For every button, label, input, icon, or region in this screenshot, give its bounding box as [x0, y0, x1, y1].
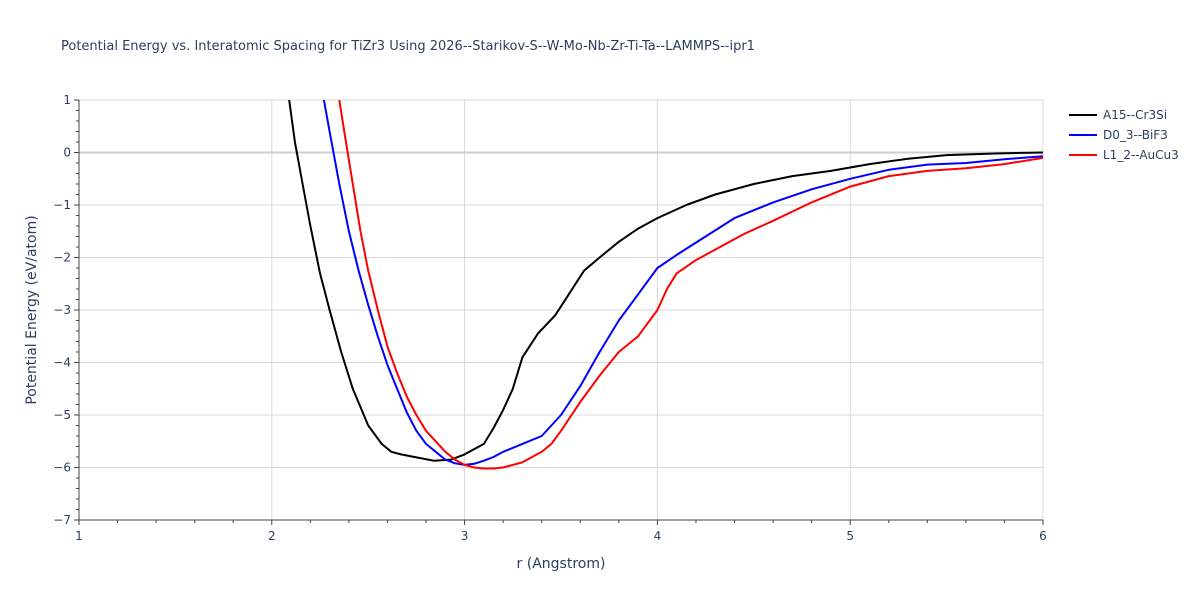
x-tick-label: 6 [1039, 529, 1047, 543]
y-tick-label: −6 [53, 461, 71, 475]
series-layer [288, 100, 1043, 470]
x-tick-label: 4 [654, 529, 662, 543]
x-tick-labels: 1 2 3 4 5 6 [75, 529, 1047, 543]
axes [74, 99, 1044, 525]
series-line-1 [288, 100, 1043, 462]
series-line-2 [322, 100, 1043, 466]
y-tick-label: −1 [53, 198, 71, 212]
series-line-3 [338, 100, 1043, 470]
y-tick-label: −3 [53, 303, 71, 317]
legend: A15--Cr3Si D0_3--BiF3 L1_2--AuCu3 [1069, 108, 1179, 162]
y-tick-label: −5 [53, 408, 71, 422]
x-axis-title: r (Angstrom) [517, 556, 606, 572]
y-tick-label: −2 [53, 251, 71, 265]
legend-label: A15--Cr3Si [1103, 108, 1167, 122]
x-tick-label: 1 [75, 529, 83, 543]
y-tick-label: −7 [53, 513, 71, 527]
y-tick-label: 0 [63, 146, 71, 160]
y-tick-label: 1 [63, 93, 71, 107]
legend-label: D0_3--BiF3 [1103, 128, 1168, 142]
grid [79, 99, 1044, 520]
legend-label: L1_2--AuCu3 [1103, 148, 1179, 162]
y-tick-label: −4 [53, 356, 71, 370]
chart-title: Potential Energy vs. Interatomic Spacing… [61, 39, 755, 54]
y-tick-labels: −7 −6 −5 −4 −3 −2 −1 0 1 [53, 93, 71, 527]
y-axis-title: Potential Energy (eV/atom) [24, 215, 40, 404]
x-tick-label: 2 [268, 529, 276, 543]
x-tick-label: 5 [846, 529, 854, 543]
x-tick-label: 3 [461, 529, 469, 543]
